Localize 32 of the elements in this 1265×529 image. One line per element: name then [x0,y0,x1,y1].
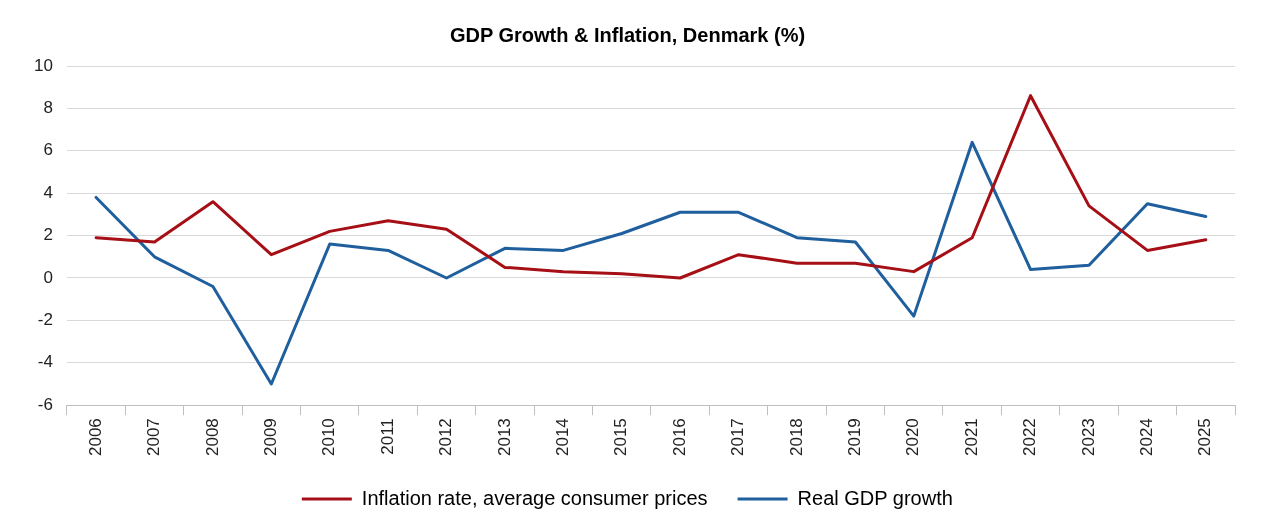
x-tick-label: 2011 [377,418,397,455]
x-tick-label: 2025 [1195,418,1215,457]
x-tick-label: 2010 [319,418,339,457]
x-tick-label: 2012 [436,418,456,457]
y-tick-label: 6 [43,140,53,160]
x-tick-label: 2022 [1020,418,1040,457]
x-tick-label: 2023 [1078,418,1098,457]
x-tick-label: 2015 [611,418,631,457]
x-tick-label: 2009 [261,418,281,457]
x-tick-label: 2024 [1137,418,1157,457]
x-tick-label: 2019 [845,418,865,457]
chart-title: GDP Growth & Inflation, Denmark (%) [449,23,806,46]
x-tick-label: 2018 [786,418,806,457]
x-tick-label: 2013 [494,418,514,457]
x-tick-label: 2017 [728,418,748,457]
y-tick-label: 2 [43,225,53,245]
legend-label: Real GDP growth [797,486,953,509]
x-tick-label: 2014 [553,418,573,457]
y-tick-label: -6 [37,394,53,414]
x-tick-label: 2016 [669,418,689,457]
x-tick-label: 2006 [85,418,105,457]
x-tick-label: 2008 [202,418,222,457]
legend-label: Inflation rate, average consumer prices [361,486,708,509]
y-tick-label: 10 [33,55,53,75]
x-tick-label: 2021 [961,418,981,457]
y-tick-label: 0 [43,267,53,287]
y-tick-label: 4 [43,182,53,202]
y-tick-label: -4 [37,352,53,372]
y-tick-label: 8 [43,98,53,118]
x-tick-label: 2007 [144,418,164,457]
y-tick-label: -2 [37,310,53,330]
x-tick-label: 2020 [903,418,923,457]
